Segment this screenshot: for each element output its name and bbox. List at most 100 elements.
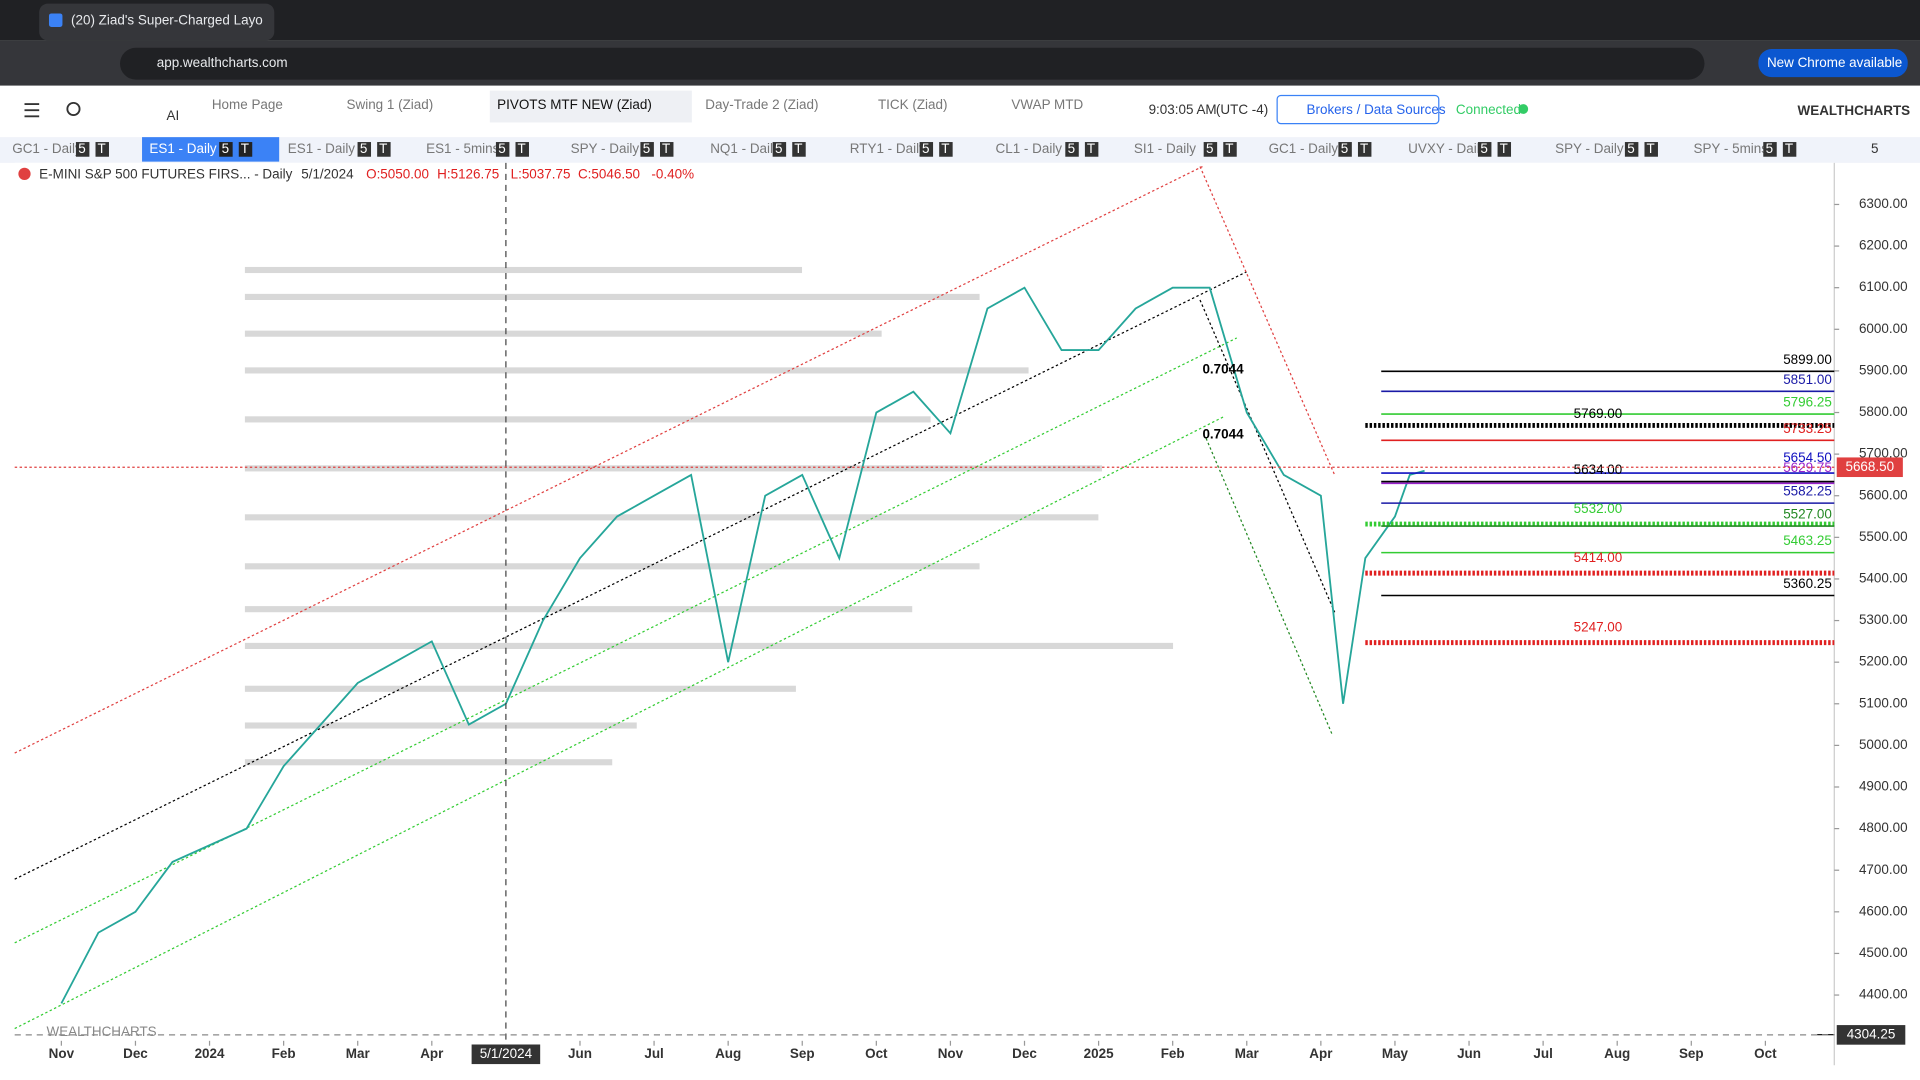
y-tick-label: 4900.00 xyxy=(1859,779,1908,794)
y-tick-label: 4500.00 xyxy=(1859,945,1908,960)
brokers-button[interactable] xyxy=(1276,94,1440,125)
browser-tab[interactable] xyxy=(39,3,275,41)
level-label: 5733.25 xyxy=(1783,421,1832,436)
symbol-tab[interactable]: GC1 - Daily xyxy=(12,141,82,156)
menu-icon[interactable] xyxy=(24,103,40,118)
badge: T xyxy=(662,141,670,156)
header-low: L:5037.75 xyxy=(511,167,571,182)
badge: T xyxy=(941,141,949,156)
y-tick-label: 4600.00 xyxy=(1859,903,1908,918)
symbol-tab[interactable]: SPY - Daily xyxy=(1555,141,1624,156)
badge: T xyxy=(1785,141,1793,156)
layout-tab[interactable]: PIVOTS MTF NEW (Ziad) xyxy=(497,97,652,112)
layout-tab[interactable]: Day-Trade 2 (Ziad) xyxy=(705,97,818,112)
badge-bg xyxy=(95,142,109,157)
badge: 5 xyxy=(1627,141,1634,156)
badge-bg xyxy=(1497,142,1512,157)
badge-bg xyxy=(919,142,934,157)
y-tick-label: 5800.00 xyxy=(1859,404,1908,419)
crosshair-y-label: 4304.25 xyxy=(1847,1026,1896,1041)
badge-bg xyxy=(515,142,529,157)
active-symbol-bg xyxy=(142,137,280,162)
fib-label: 0.7044 xyxy=(1202,426,1244,441)
fib-label: 0.7044 xyxy=(1202,361,1244,376)
ai-label[interactable]: AI xyxy=(167,108,180,123)
level-label: 5582.25 xyxy=(1783,484,1832,499)
y-tick-label: 6300.00 xyxy=(1859,196,1908,211)
badge: T xyxy=(379,141,387,156)
symbol-tab[interactable]: GC1 - Daily xyxy=(1269,141,1339,156)
x-tick-label: 2024 xyxy=(195,1046,225,1061)
x-tick-label: Aug xyxy=(1604,1046,1630,1061)
badge-bg xyxy=(495,142,510,157)
level-label: 5527.00 xyxy=(1783,507,1832,522)
level-label: 5463.25 xyxy=(1783,533,1832,548)
badge-bg xyxy=(1477,142,1492,157)
symbol-row xyxy=(0,137,1920,163)
y-tick-label: 5600.00 xyxy=(1859,487,1908,502)
crosshair-y-bg xyxy=(1836,1025,1906,1045)
badge-bg xyxy=(1065,142,1079,157)
header-open: O:5050.00 xyxy=(366,167,429,182)
brokers-label[interactable]: Brokers / Data Sources xyxy=(1307,102,1446,117)
x-tick-label: Oct xyxy=(1754,1046,1777,1061)
y-tick-label: 5200.00 xyxy=(1859,654,1908,669)
plot-area xyxy=(14,162,1835,1041)
url[interactable]: app.wealthcharts.com xyxy=(157,55,288,70)
badge: 5 xyxy=(643,141,650,156)
badge-bg xyxy=(377,142,391,157)
symbol-tab[interactable]: CL1 - Daily xyxy=(996,141,1063,156)
y-tick-label: 4800.00 xyxy=(1859,820,1908,835)
x-tick-label: Sep xyxy=(790,1046,815,1061)
badge: 5 xyxy=(1206,141,1213,156)
symbol-tab[interactable]: SI1 - Daily xyxy=(1134,141,1196,156)
y-tick-label: 4400.00 xyxy=(1859,987,1908,1002)
badge-bg xyxy=(1624,142,1639,157)
badge: 5 xyxy=(1766,141,1773,156)
update-label[interactable]: New Chrome available xyxy=(1767,55,1902,70)
x-tick-label: Mar xyxy=(1235,1046,1260,1061)
status-dot xyxy=(1518,104,1529,114)
x-tick-label: Oct xyxy=(865,1046,888,1061)
badge-bg xyxy=(792,142,806,157)
layout-tab[interactable]: TICK (Ziad) xyxy=(878,97,948,112)
badge-bg xyxy=(1223,142,1237,157)
level-label: 5654.50 xyxy=(1783,450,1832,465)
x-tick-label: Apr xyxy=(420,1046,444,1061)
layout-tab[interactable]: Home Page xyxy=(212,97,283,112)
tab-count: 5 xyxy=(1871,141,1878,156)
symbol-tab[interactable]: RTY1 - Daily xyxy=(850,141,926,156)
y-tick-label: 6100.00 xyxy=(1859,279,1908,294)
x-tick-label: Jul xyxy=(644,1046,663,1061)
symbol-tab[interactable]: ES1 - Daily xyxy=(149,141,217,156)
symbol-tab[interactable]: SPY - 5mins xyxy=(1693,141,1768,156)
symbol-tab[interactable]: UVXY - Daily xyxy=(1408,141,1487,156)
symbol-tab[interactable]: NQ1 - Daily xyxy=(710,141,780,156)
crosshair-x-bg xyxy=(471,1044,541,1065)
x-tick-label: May xyxy=(1382,1046,1409,1061)
address-bar[interactable] xyxy=(120,47,1705,80)
search-icon[interactable] xyxy=(66,101,81,117)
x-tick-label: Nov xyxy=(49,1046,75,1061)
badge-bg xyxy=(772,142,787,157)
symbol-tab[interactable]: ES1 - Daily xyxy=(288,141,356,156)
layout-tab[interactable]: VWAP MTD xyxy=(1011,97,1083,112)
badge-bg xyxy=(1644,142,1658,157)
app-toolbar xyxy=(0,85,1920,135)
x-tick-label: Feb xyxy=(272,1046,296,1061)
badge: T xyxy=(518,141,526,156)
symbol-tab[interactable]: ES1 - 5mins xyxy=(426,141,500,156)
layout-tab[interactable]: Swing 1 (Ziad) xyxy=(347,97,434,112)
badge-bg xyxy=(75,142,90,157)
badge-bg xyxy=(660,142,674,157)
tab-title[interactable]: (20) Ziad's Super-Charged Layo xyxy=(71,12,263,27)
active-tab-bg xyxy=(489,90,692,123)
badge-bg xyxy=(640,142,654,157)
symbol-tab[interactable]: SPY - Daily xyxy=(571,141,640,156)
badge: 5 xyxy=(222,141,229,156)
update-button[interactable] xyxy=(1758,48,1908,78)
badge: T xyxy=(1360,141,1368,156)
title-bar xyxy=(0,0,1920,41)
